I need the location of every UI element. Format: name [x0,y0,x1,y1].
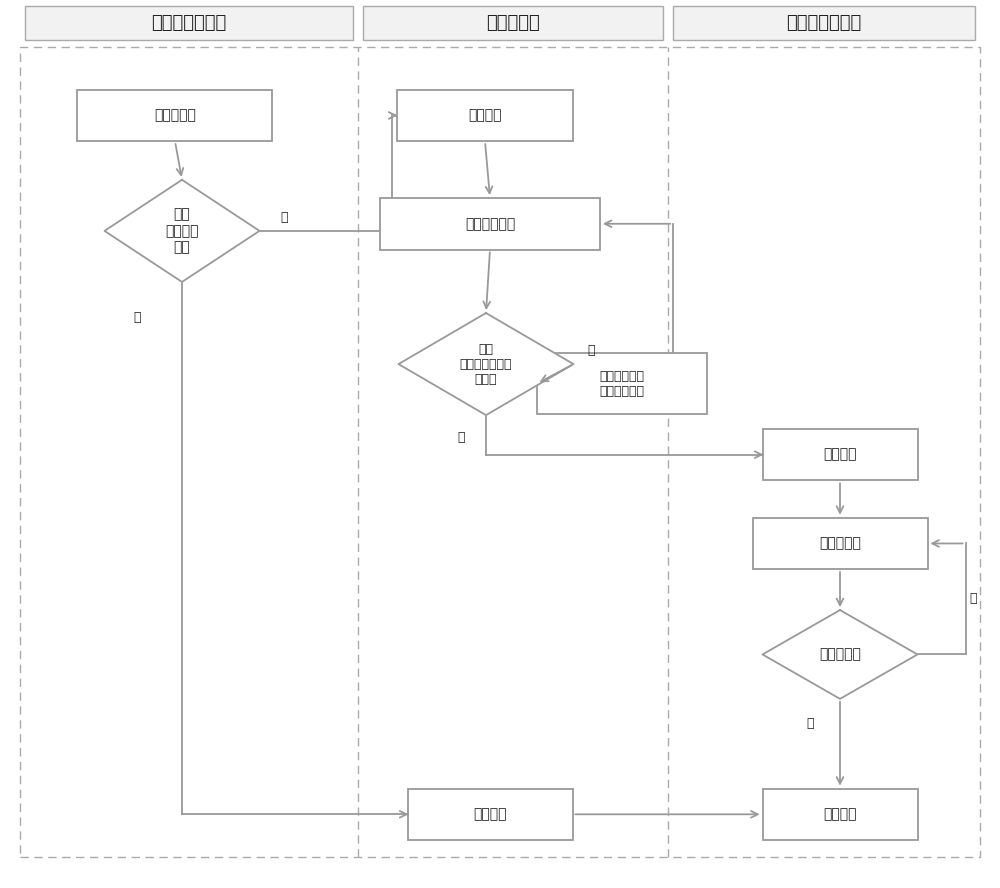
Text: 卸压暂存: 卸压暂存 [823,448,857,462]
Text: 否: 否 [588,345,595,357]
FancyBboxPatch shape [408,789,572,840]
FancyBboxPatch shape [363,6,663,40]
FancyBboxPatch shape [25,6,353,40]
FancyBboxPatch shape [753,518,928,569]
Text: 放射性处理: 放射性处理 [819,536,861,551]
Polygon shape [398,313,574,416]
FancyBboxPatch shape [77,90,272,141]
FancyBboxPatch shape [380,198,600,250]
Text: 洞室隔离: 洞室隔离 [468,108,502,123]
FancyBboxPatch shape [397,90,572,141]
Text: 送排风系统: 送排风系统 [486,14,540,32]
Polygon shape [104,180,260,282]
FancyBboxPatch shape [537,353,707,414]
Polygon shape [763,610,918,699]
FancyBboxPatch shape [763,789,918,840]
FancyBboxPatch shape [673,6,975,40]
Text: 是: 是 [457,431,465,444]
Text: 放射性达标: 放射性达标 [819,647,861,662]
Text: 放射性监测: 放射性监测 [154,108,196,123]
Text: 是: 是 [281,211,288,224]
Text: 放射性处理系统: 放射性处理系统 [786,14,862,32]
Text: 否: 否 [133,311,141,324]
Text: 洞室
压力小于相邻洞
室压力: 洞室 压力小于相邻洞 室压力 [460,343,512,385]
FancyBboxPatch shape [763,429,918,480]
Text: 洞室压力监测: 洞室压力监测 [465,217,515,231]
Text: 检测
到放射性
泄漏: 检测 到放射性 泄漏 [165,208,199,254]
Text: 放射性监控系统: 放射性监控系统 [151,14,227,32]
Text: 否: 否 [970,592,977,606]
Text: 增强排风维持
洞室负压环境: 增强排风维持 洞室负压环境 [600,369,644,398]
Text: 正常排出: 正常排出 [823,807,857,821]
Text: 是: 是 [806,718,814,730]
Text: 正常通风: 正常通风 [473,807,507,821]
